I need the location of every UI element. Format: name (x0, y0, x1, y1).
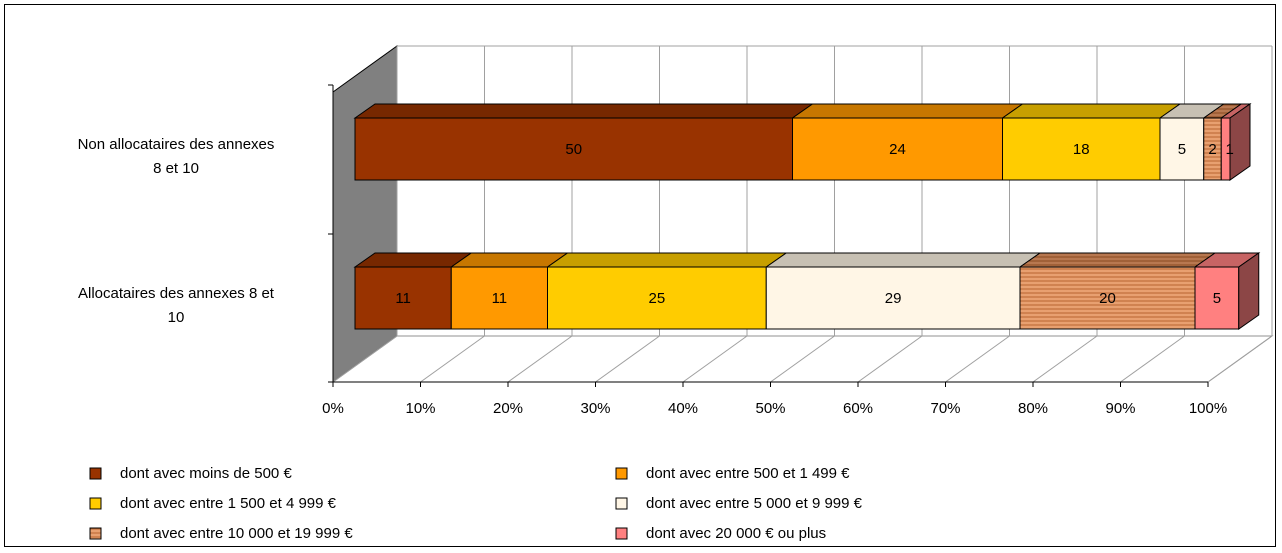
bar-segment (792, 117, 1003, 181)
floor-gridline (682, 335, 748, 383)
x-tick-label: 20% (493, 400, 523, 417)
floor-gridline (945, 335, 1010, 383)
bar-segment (765, 266, 1021, 330)
legend-swatch (615, 527, 628, 540)
data-label: 5 (1213, 290, 1221, 307)
bar-top (545, 252, 788, 268)
data-label: 11 (492, 290, 508, 307)
bar-segment (450, 266, 548, 330)
data-label: 2 (1208, 141, 1216, 158)
floor-gridline (332, 335, 398, 383)
bar-top (790, 103, 1025, 119)
data-label: 24 (889, 141, 906, 158)
bar-segment (1019, 266, 1196, 330)
legend-swatch (615, 467, 628, 480)
category-label: 8 et 10 (153, 160, 199, 177)
legend-label: dont avec entre 1 500 et 4 999 € (120, 495, 337, 512)
x-tick-label: 60% (843, 400, 873, 417)
bar-top (764, 252, 1042, 268)
floor-gridline (420, 335, 485, 383)
legend-label: dont avec moins de 500 € (120, 465, 292, 482)
x-tick-label: 80% (1018, 400, 1048, 417)
side-wall (332, 45, 398, 383)
floor-gridline (1032, 335, 1098, 383)
legend-label: dont avec entre 10 000 et 19 999 € (120, 525, 353, 542)
legend-label: dont avec entre 5 000 et 9 999 € (646, 495, 863, 512)
x-tick-label: 40% (668, 400, 698, 417)
category-label: 10 (168, 309, 185, 326)
bar-segment (1159, 117, 1205, 181)
floor-gridline (857, 335, 923, 383)
bar-top (1000, 103, 1182, 119)
floor-gridline (1120, 335, 1185, 383)
legend-swatch (89, 497, 102, 510)
floor-gridline (507, 335, 573, 383)
data-label: 25 (649, 290, 666, 307)
x-tick-label: 10% (405, 400, 435, 417)
data-label: 50 (565, 141, 582, 158)
floor-gridline (770, 335, 835, 383)
data-label: 20 (1099, 290, 1116, 307)
bar-segment (1194, 266, 1240, 330)
bar-segment (1002, 117, 1161, 181)
floor-gridline (595, 335, 660, 383)
x-tick-label: 90% (1105, 400, 1135, 417)
legend-swatch (89, 467, 102, 480)
legend-label: dont avec 20 000 € ou plus (646, 525, 826, 542)
floor-gridline (1207, 335, 1273, 383)
data-label: 18 (1073, 141, 1090, 158)
legend-swatch (615, 497, 628, 510)
data-label: 11 (395, 290, 411, 307)
data-label: 29 (885, 290, 902, 307)
category-label: Non allocataires des annexes (78, 136, 275, 153)
x-tick-label: 100% (1189, 400, 1227, 417)
bar-segment (354, 117, 793, 181)
data-label: 1 (1225, 141, 1233, 158)
bar-side (1238, 252, 1260, 330)
x-tick-label: 70% (930, 400, 960, 417)
bar-top (353, 103, 815, 119)
legend-swatch (89, 527, 102, 540)
x-tick-label: 50% (755, 400, 785, 417)
x-tick-label: 30% (580, 400, 610, 417)
data-label: 5 (1178, 141, 1186, 158)
category-label: Allocataires des annexes 8 et (78, 285, 275, 302)
x-tick-label: 0% (322, 400, 344, 417)
bar-side (1229, 103, 1251, 181)
legend-label: dont avec entre 500 et 1 499 € (646, 465, 850, 482)
bar-top (1018, 252, 1217, 268)
